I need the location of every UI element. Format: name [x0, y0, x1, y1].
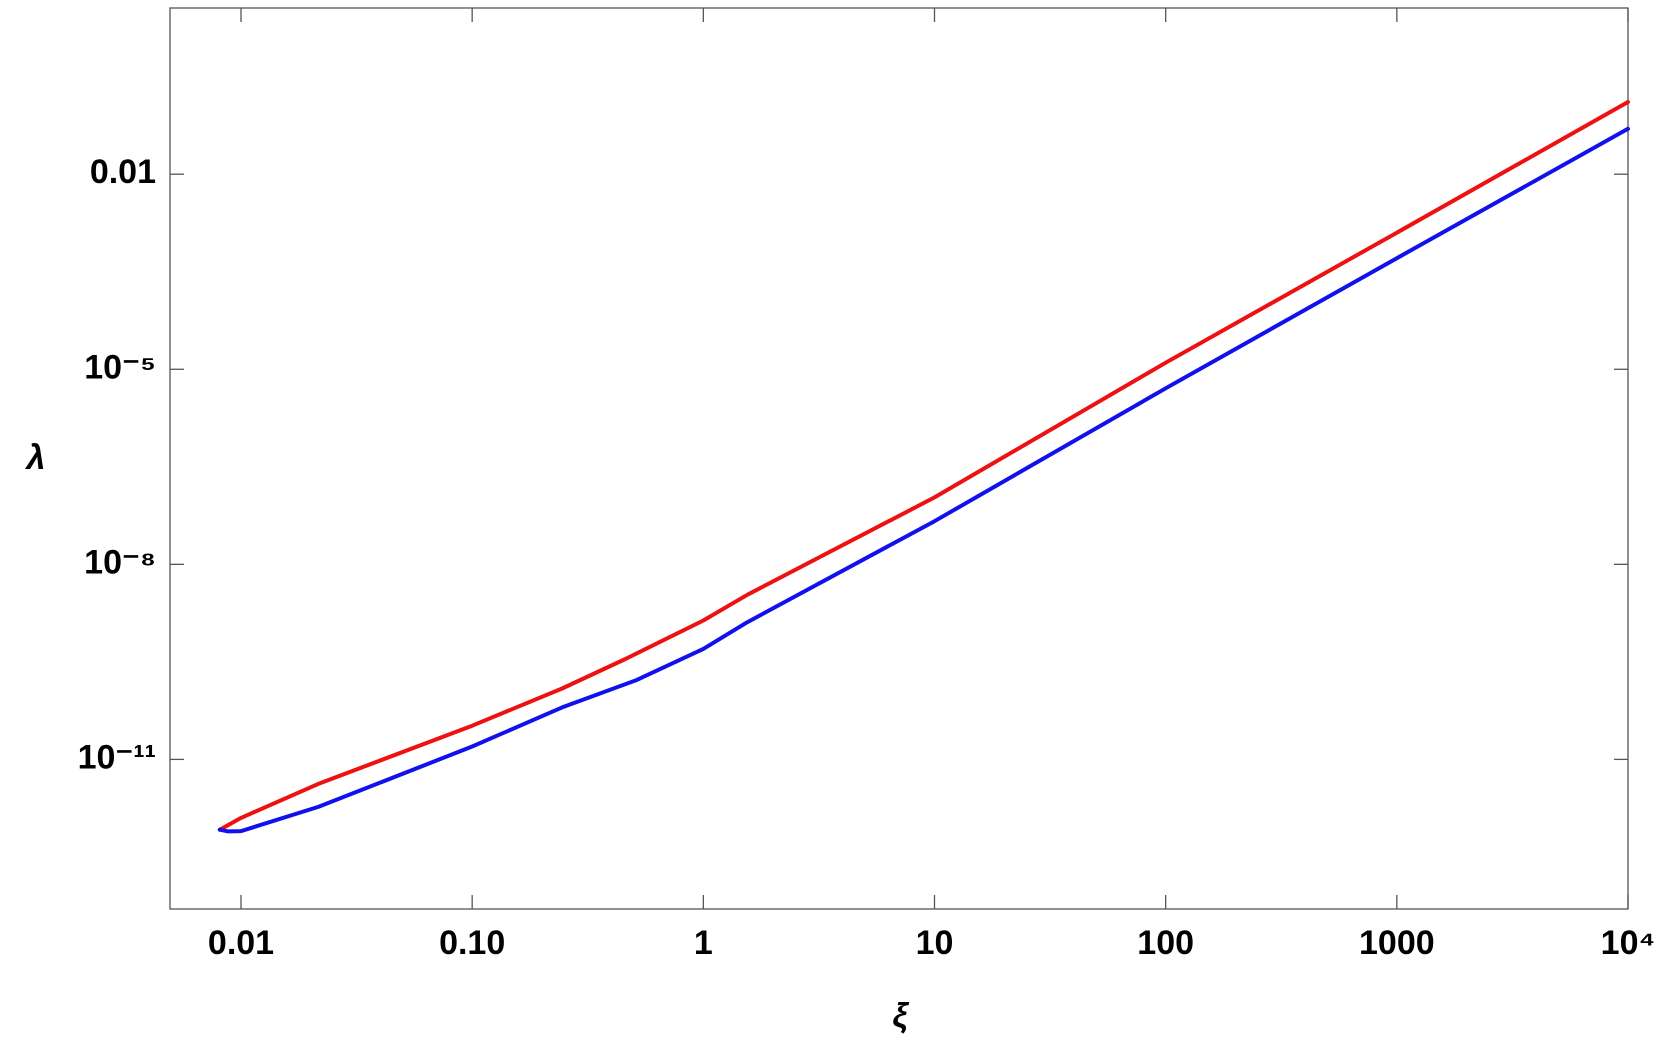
x-tick-label: 10⁴: [1601, 924, 1656, 962]
y-tick-label: 10⁻⁸: [84, 543, 156, 581]
x-tick-label: 10: [916, 924, 954, 962]
y-axis-label: λ: [25, 439, 46, 477]
y-tick-label: 0.01: [90, 153, 156, 191]
y-tick-label: 10⁻⁵: [84, 348, 156, 386]
x-tick-label: 0.01: [208, 924, 274, 962]
line-series: [217, 100, 1630, 832]
x-tick-label: 1000: [1359, 924, 1435, 962]
x-tick-label: 100: [1137, 924, 1194, 962]
y-tick-label: 10⁻¹¹: [78, 738, 156, 776]
x-axis-label: ξ: [892, 997, 909, 1035]
line-series: [217, 126, 1630, 834]
plot-frame: [169, 7, 1629, 910]
x-tick-label: 0.10: [439, 924, 505, 962]
x-tick-label: 1: [694, 924, 713, 962]
